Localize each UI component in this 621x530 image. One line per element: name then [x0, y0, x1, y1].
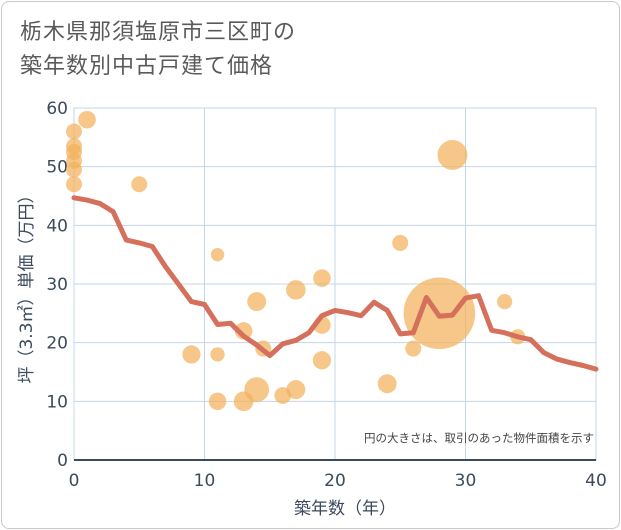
- y-tick-label: 40: [46, 216, 68, 236]
- bubble-point: [392, 234, 409, 251]
- x-tick-label: 10: [194, 471, 216, 491]
- y-tick-label: 0: [57, 451, 68, 471]
- bubble-point: [313, 269, 331, 287]
- bubble-point: [66, 123, 82, 140]
- bubble-point: [210, 347, 225, 362]
- y-tick-label: 20: [46, 334, 68, 354]
- chart-title-line2: 築年数別中古戸建て価格: [20, 54, 274, 79]
- x-tick-label: 40: [585, 471, 607, 491]
- x-tick-label: 30: [455, 471, 477, 491]
- y-axis-label: 坪（3.3㎡）単価（万円）: [17, 186, 37, 383]
- y-tick-label: 10: [46, 392, 68, 412]
- bubbles: [66, 110, 526, 412]
- chart-title: 栃木県那須塩原市三区町の 築年数別中古戸建て価格: [20, 16, 296, 84]
- bubble-point: [244, 377, 270, 402]
- y-tick-label: 50: [46, 158, 68, 178]
- y-tick-label: 30: [46, 275, 68, 295]
- bubble-point: [208, 392, 227, 411]
- bubble-point: [286, 380, 306, 400]
- y-tick-label: 60: [46, 99, 68, 119]
- x-tick-label: 0: [69, 471, 80, 491]
- size-annotation: 円の大きさは、取引のあった物件面積を示す: [364, 431, 594, 445]
- bubble-point: [78, 110, 96, 129]
- bubble-point: [131, 176, 148, 193]
- bubble-point: [497, 294, 513, 310]
- bubble-point: [66, 161, 82, 178]
- bubble-point: [312, 351, 332, 370]
- chart-title-line1: 栃木県那須塩原市三区町の: [20, 20, 297, 45]
- trend-line-group: [71, 195, 599, 372]
- bubble-point: [210, 247, 225, 262]
- x-axis-label: 築年数（年）: [294, 499, 396, 519]
- grid-lines: [73, 107, 597, 461]
- axis-ticks: 0 10 20 30 40 0 10 20 30 40 50 60: [46, 99, 606, 491]
- bubble-point: [286, 280, 306, 300]
- bubble-point: [247, 292, 267, 312]
- bubble-point: [377, 374, 397, 394]
- bubble-point: [405, 340, 422, 357]
- bubble-point: [437, 139, 468, 170]
- bubble-point: [182, 345, 201, 364]
- bubble-point: [66, 176, 82, 193]
- x-tick-label: 20: [324, 471, 346, 491]
- trend-line: [71, 195, 599, 372]
